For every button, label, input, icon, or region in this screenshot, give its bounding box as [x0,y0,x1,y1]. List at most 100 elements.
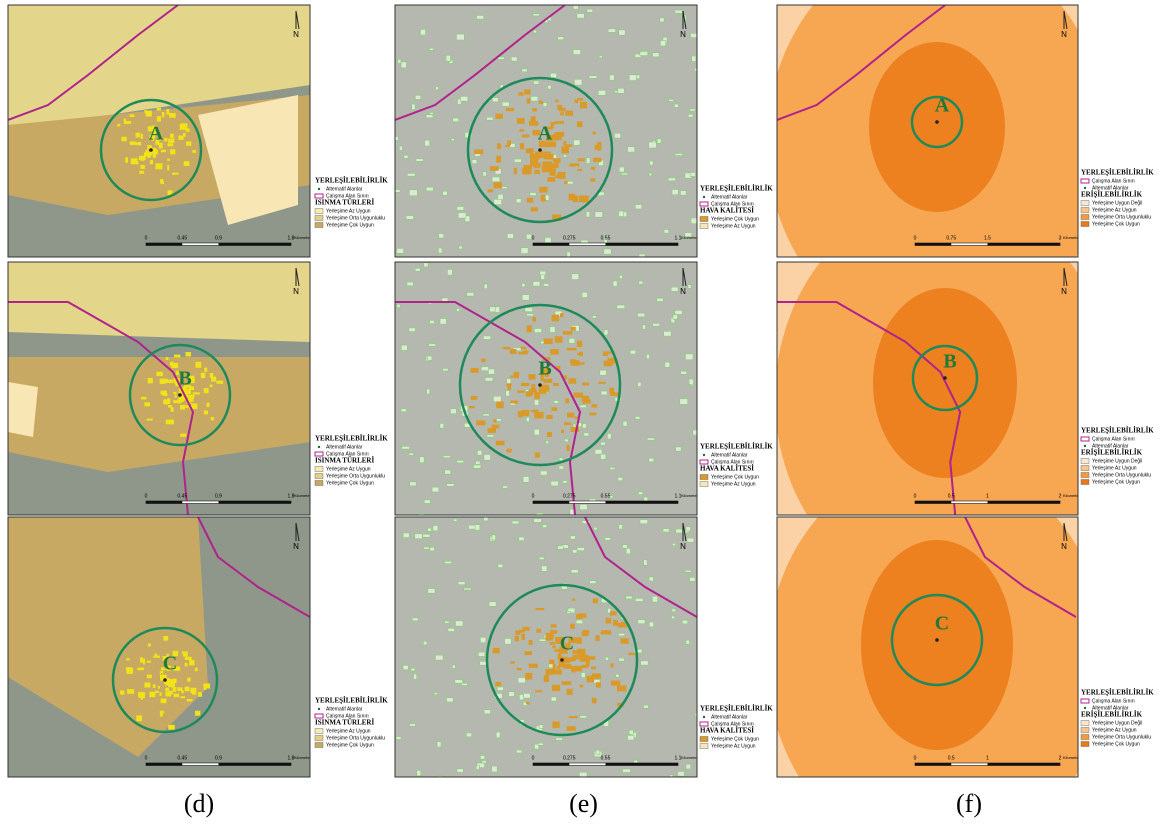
building [168,139,174,144]
building [569,163,579,166]
building [532,317,536,321]
building [125,157,128,163]
building [502,347,510,349]
legend-point [703,716,705,718]
building-outline [584,433,589,436]
building [506,449,511,453]
building-outline [443,191,448,195]
building-outline [507,234,513,239]
building-outline [523,476,529,482]
legend-swatch [700,475,708,480]
building-outline [445,470,451,474]
building [592,698,597,703]
building-outline [556,738,563,740]
legend-item: Yerleşime Uygun Değil [1092,200,1142,206]
building [185,352,191,356]
building [210,385,213,387]
building [185,657,192,660]
building-outline [543,103,547,107]
building [168,405,172,408]
building-outline [623,421,627,426]
building-outline [477,15,484,19]
north-label: N [293,542,299,551]
building-outline [534,519,542,523]
north-label: N [1061,287,1067,296]
legend-title: YERLEŞİLEBİLİRLİK [315,435,388,443]
building [496,441,505,446]
legend-title: YERLEŞİLEBİLİRLİK [1081,427,1154,435]
building [551,163,559,167]
building-outline [505,638,511,644]
building [532,108,537,111]
legend-title: YERLEŞİLEBİLİRLİK [700,185,773,193]
building [595,145,599,150]
north-label: N [680,542,686,551]
building-outline [635,416,640,419]
building-outline [664,331,671,336]
building [569,716,578,718]
building-outline [467,293,474,297]
building-outline [570,536,575,539]
legend-swatch [700,224,708,229]
building [507,140,511,145]
building-outline [614,133,620,138]
building [603,351,608,355]
building-outline [426,115,433,118]
building-outline [644,705,649,708]
building [139,157,141,159]
building [529,640,533,645]
site-label: A [538,123,553,145]
building [580,102,587,108]
building-outline [604,330,608,335]
building-outline [542,525,546,528]
building [126,668,133,674]
legend-title: YERLEŞİLEBİLİRLİK [700,705,773,713]
building [544,339,553,344]
building [529,374,536,379]
building [155,163,162,169]
building-outline [522,295,529,301]
legend-item: Yerleşime Çok Uygun [711,216,759,222]
building [531,410,538,412]
building [166,357,169,360]
building [165,691,171,696]
building-outline [644,560,647,565]
map-panel: BN00.2750.551.1Kilometers [395,262,700,518]
scale-bar-seg [988,243,1061,246]
building [166,420,172,425]
building-outline [427,389,430,394]
building [185,687,190,692]
scale-bar-seg [533,501,569,504]
building [555,100,558,103]
building-outline [462,683,468,685]
building [174,355,180,358]
building-outline [672,189,678,194]
building-outline [641,661,648,665]
building-outline [542,566,547,572]
legend-boundary [1081,437,1089,441]
legend-swatch [1081,721,1089,726]
alternative-point [163,678,167,682]
building-outline [551,481,559,486]
building-outline [411,668,415,670]
building [539,101,543,104]
scale-unit: Kilometers [1063,493,1082,498]
building [527,198,533,203]
building [476,420,485,425]
building-outline [550,327,555,333]
building-outline [435,655,443,660]
building-outline [477,450,481,455]
building-outline [533,281,540,286]
building [153,153,156,158]
building [192,150,195,153]
building-outline [415,95,420,99]
legend-point [318,188,320,190]
building-outline [423,641,427,645]
scale-label: 0 [914,235,917,241]
building [610,663,613,667]
building-outline [577,547,584,550]
legend-item: Yerleşime Çok Uygun [711,474,759,480]
building [158,686,160,689]
scale-bar-seg [533,243,569,246]
building [496,156,501,163]
